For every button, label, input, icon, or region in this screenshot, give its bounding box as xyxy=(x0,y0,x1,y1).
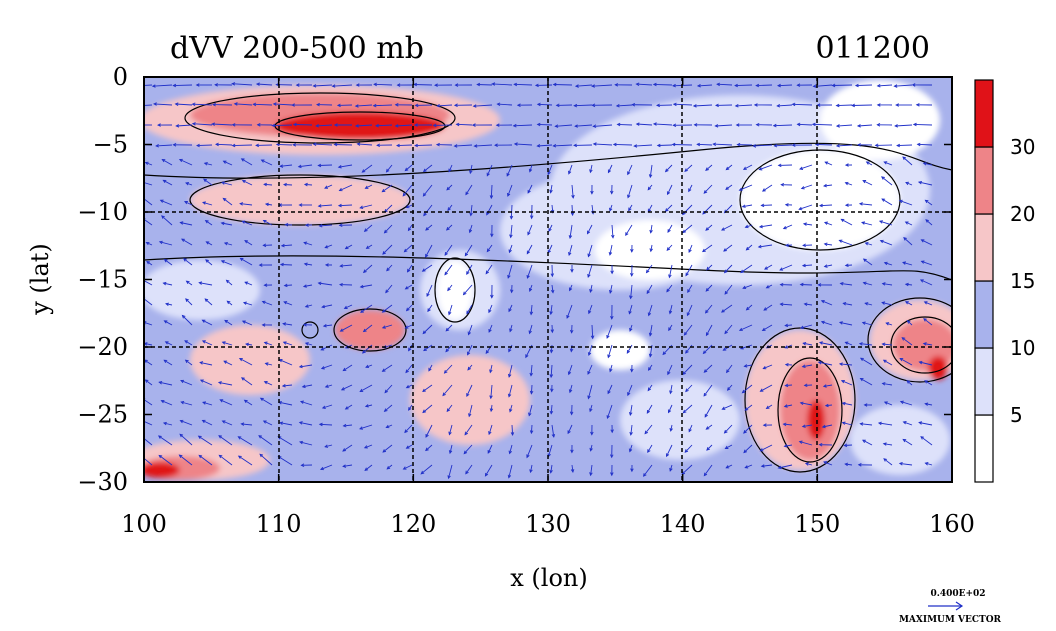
x-tick-label: 150 xyxy=(794,510,840,538)
y-tick-label: −20 xyxy=(77,333,128,361)
colorbar-swatch xyxy=(974,414,994,483)
time-label: 011200 xyxy=(815,31,930,66)
y-tick-label: −30 xyxy=(77,468,128,496)
y-tick-label: −15 xyxy=(77,266,128,294)
colorbar-label: 15 xyxy=(1010,269,1035,293)
x-tick-label: 110 xyxy=(256,510,302,538)
colorbar-label: 10 xyxy=(1010,336,1035,360)
y-tick-label: 0 xyxy=(113,63,128,91)
vector-legend-label: MAXIMUM VECTOR xyxy=(899,615,1002,625)
x-tick-label: 140 xyxy=(660,510,706,538)
colorbar-swatch xyxy=(974,146,994,215)
colorbar: 5 10 15 20 30 xyxy=(974,79,1035,483)
colorbar-swatch xyxy=(974,280,994,349)
colorbar-label: 5 xyxy=(1010,403,1023,427)
colorbar-label: 30 xyxy=(1010,135,1035,159)
vector-legend-value: 0.400E+02 xyxy=(930,589,985,599)
y-axis: 0 −5 −10 −15 −20 −25 −30 xyxy=(77,63,952,496)
y-axis-label: y (lat) xyxy=(26,243,54,316)
x-tick-label: 100 xyxy=(121,510,167,538)
colorbar-swatch xyxy=(974,213,994,282)
chart-title: dVV 200-500 mb xyxy=(170,31,424,66)
colorbar-swatch xyxy=(974,79,994,148)
grid-lines xyxy=(144,77,952,482)
colorbar-label: 20 xyxy=(1010,202,1035,226)
y-tick-label: −25 xyxy=(77,401,128,429)
vector-legend-arrow xyxy=(928,601,964,611)
colorbar-swatch xyxy=(974,347,994,416)
x-tick-label: 120 xyxy=(390,510,436,538)
y-tick-label: −5 xyxy=(93,131,128,159)
x-tick-label: 130 xyxy=(525,510,571,538)
x-axis: 100 110 120 130 140 150 160 xyxy=(121,77,975,538)
x-axis-label: x (lon) xyxy=(510,564,587,592)
contour-field xyxy=(144,77,952,482)
wind-vectors xyxy=(144,82,933,480)
y-tick-label: −10 xyxy=(77,198,128,226)
x-tick-label: 160 xyxy=(929,510,975,538)
